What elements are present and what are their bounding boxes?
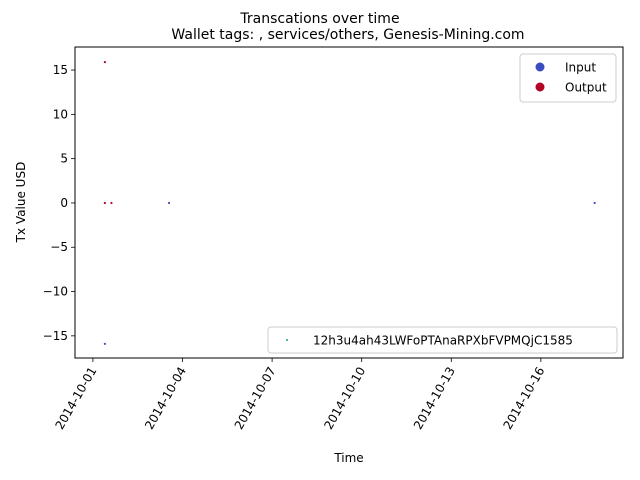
- y-axis-label: Tx Value USD: [14, 162, 28, 244]
- data-point-input: [103, 342, 106, 345]
- x-tick-label: 2014-10-13: [411, 365, 458, 432]
- x-axis-label: Time: [333, 451, 363, 465]
- x-tick-label: 2014-10-01: [53, 365, 100, 432]
- legend-output-label: Output: [565, 81, 607, 95]
- x-tick-label: 2014-10-04: [142, 365, 189, 432]
- legend-types: Input Output: [519, 53, 617, 103]
- y-tick-label: 5: [60, 152, 68, 166]
- chart-title: Wallet tags: , services/others, Genesis-…: [171, 27, 524, 43]
- plot-frame: [74, 46, 624, 359]
- x-tick-label: 2014-10-07: [232, 365, 279, 432]
- data-point-output: [110, 201, 113, 205]
- x-axis: 2014-10-01 2014-10-04 2014-10-07 2014-10-10…: [53, 358, 547, 432]
- data-point-input: [593, 201, 596, 205]
- x-tick-label: 2014-10-16: [500, 365, 547, 432]
- legend-address-box: [267, 326, 618, 354]
- chart-suptitle: Transcations over time: [239, 11, 399, 27]
- legend-output-marker: [535, 82, 545, 92]
- data-points: [103, 60, 596, 345]
- legend-input-label: Input: [565, 61, 596, 75]
- data-point-input: [167, 201, 171, 205]
- y-axis: 15 10 5 0 −5 −10 −15: [43, 63, 75, 343]
- y-tick-label: −15: [43, 329, 68, 343]
- y-tick-label: −10: [43, 285, 68, 299]
- legend-address: 12h3u4ah43LWFoPTAnaRPXbFVPMQjC1585: [267, 326, 618, 354]
- y-tick-label: 0: [60, 196, 68, 210]
- data-point-output: [103, 201, 106, 205]
- y-tick-label: 15: [53, 63, 68, 77]
- data-point-output: [103, 60, 106, 64]
- y-tick-label: 10: [53, 107, 68, 121]
- x-tick-label: 2014-10-10: [321, 365, 368, 432]
- legend-address-label: 12h3u4ah43LWFoPTAnaRPXbFVPMQjC1585: [313, 334, 573, 348]
- y-tick-label: −5: [50, 240, 68, 254]
- legend-input-marker: [535, 62, 545, 72]
- legend-address-marker: [286, 339, 288, 341]
